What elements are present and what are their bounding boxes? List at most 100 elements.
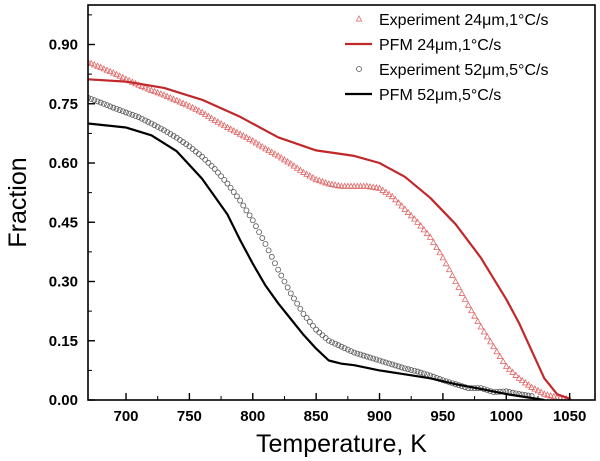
series-1: [88, 58, 573, 400]
data-point: [227, 184, 234, 191]
data-point: [293, 164, 301, 171]
data-point: [367, 354, 373, 361]
data-point: [455, 283, 463, 290]
data-point: [325, 180, 333, 187]
data-point: [278, 272, 285, 279]
data-point: [227, 125, 234, 132]
data-point: [420, 225, 428, 233]
data-point: [411, 367, 418, 374]
data-point: [129, 111, 136, 118]
legend-label: Experiment 24μm,1°C/s: [379, 12, 548, 29]
data-point: [224, 180, 231, 187]
data-point: [319, 177, 326, 185]
data-point: [366, 182, 374, 190]
data-point: [468, 306, 475, 314]
y-tick-label: 0.15: [49, 333, 78, 350]
data-point: [90, 60, 98, 68]
series-2: [88, 78, 570, 400]
data-point: [461, 295, 469, 302]
data-point: [341, 345, 348, 352]
data-point: [145, 119, 152, 125]
data-point: [100, 100, 107, 107]
data-point: [199, 153, 205, 160]
data-point: [544, 391, 551, 398]
data-point: [417, 369, 424, 376]
data-point: [515, 374, 523, 381]
data-point: [357, 351, 364, 358]
data-point: [107, 103, 114, 110]
data-point: [490, 342, 497, 350]
data-point: [392, 195, 399, 203]
data-point: [97, 99, 104, 106]
data-point: [376, 184, 383, 191]
data-point: [290, 162, 298, 169]
data-point: [373, 356, 380, 363]
data-point: [322, 178, 330, 186]
data-point: [215, 169, 221, 176]
data-point: [303, 314, 310, 321]
data-point: [502, 362, 510, 369]
data-point: [275, 266, 282, 273]
data-point: [534, 386, 542, 394]
data-point: [414, 218, 421, 225]
data-point: [550, 392, 558, 400]
y-tick-label: 0.60: [49, 155, 78, 172]
series-line: [88, 78, 570, 400]
data-point: [224, 123, 231, 130]
data-point: [351, 349, 358, 356]
data-point: [88, 58, 92, 65]
data-point: [376, 357, 383, 364]
data-point: [537, 388, 545, 395]
data-point: [557, 394, 564, 400]
data-point: [430, 238, 437, 245]
data-point: [277, 154, 285, 161]
data-point: [388, 192, 396, 200]
x-tick-label: 1050: [553, 408, 586, 425]
data-point: [243, 133, 250, 141]
data-point: [138, 115, 145, 122]
y-axis-title: Fraction: [4, 157, 32, 247]
data-point: [335, 342, 342, 349]
data-point: [211, 166, 218, 172]
data-point: [325, 337, 332, 344]
data-point: [332, 340, 339, 347]
data-point: [148, 86, 155, 93]
data-point: [100, 64, 108, 72]
data-point: [480, 328, 488, 335]
data-point: [170, 132, 177, 139]
data-point: [106, 67, 114, 75]
data-point: [408, 367, 415, 373]
data-point: [113, 105, 120, 112]
data-point: [369, 183, 377, 190]
data-point: [379, 186, 387, 193]
data-point: [262, 144, 269, 152]
data-point: [493, 347, 501, 355]
data-point: [271, 150, 279, 157]
data-point: [540, 390, 548, 397]
data-point: [253, 223, 259, 230]
legend-label: Experiment 52μm,5°C/s: [379, 62, 548, 79]
data-point: [474, 317, 482, 324]
data-point: [141, 83, 149, 91]
data-point: [274, 152, 282, 159]
x-tick-label: 850: [304, 408, 329, 425]
data-point: [138, 82, 146, 89]
data-point: [297, 305, 304, 312]
data-point: [116, 72, 124, 79]
data-point: [360, 182, 368, 189]
data-point: [449, 271, 456, 279]
data-point: [189, 103, 196, 111]
data-point: [246, 135, 253, 142]
data-point: [265, 247, 272, 254]
data-point: [217, 120, 225, 127]
data-point: [442, 259, 450, 267]
data-point: [154, 88, 162, 96]
data-point: [220, 121, 228, 129]
data-point: [303, 170, 311, 177]
data-point: [405, 366, 411, 373]
data-point: [97, 63, 105, 70]
data-point: [252, 139, 260, 146]
data-point: [401, 365, 408, 372]
data-point: [249, 217, 256, 224]
x-axis-title: Temperature, K: [256, 430, 427, 458]
